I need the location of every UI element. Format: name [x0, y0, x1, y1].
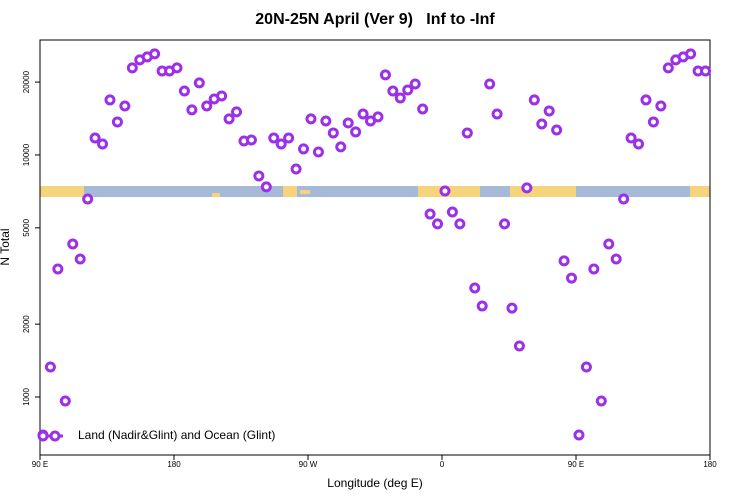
- point: [469, 282, 481, 294]
- point: [662, 62, 674, 74]
- point: [52, 263, 64, 275]
- point: [89, 132, 101, 144]
- point: [260, 181, 272, 193]
- point: [633, 138, 645, 150]
- point: [454, 218, 466, 230]
- point: [149, 48, 161, 60]
- point: [595, 395, 607, 407]
- point: [193, 77, 205, 89]
- point: [104, 94, 116, 106]
- map-strip: [40, 186, 710, 197]
- x-tick-label: 180: [167, 460, 181, 469]
- plot-frame: [39, 39, 711, 456]
- point: [201, 100, 213, 112]
- y-axis-label: N Total: [0, 228, 12, 265]
- point: [379, 69, 391, 81]
- legend-marker: [37, 430, 49, 442]
- point: [216, 90, 228, 102]
- point: [342, 117, 354, 129]
- point: [186, 104, 198, 116]
- point: [700, 65, 712, 77]
- point: [231, 106, 243, 118]
- point: [551, 124, 563, 136]
- y-tick-label: 10000: [22, 143, 31, 166]
- point: [387, 85, 399, 97]
- point: [320, 115, 332, 127]
- legend-marker: [49, 430, 61, 442]
- point: [335, 141, 347, 153]
- point: [409, 78, 421, 90]
- point: [476, 300, 488, 312]
- x-tick-label: 90 W: [299, 460, 318, 469]
- point: [394, 92, 406, 104]
- x-axis-label: Longitude (deg E): [327, 476, 422, 490]
- point: [603, 238, 615, 250]
- point: [625, 132, 637, 144]
- point: [558, 255, 570, 267]
- point: [573, 429, 585, 441]
- point: [268, 132, 280, 144]
- point: [111, 116, 123, 128]
- point: [82, 193, 94, 205]
- point: [432, 218, 444, 230]
- point: [499, 218, 511, 230]
- point: [357, 108, 369, 120]
- point: [536, 118, 548, 130]
- point: [461, 127, 473, 139]
- point: [491, 108, 503, 120]
- point: [327, 127, 339, 139]
- point: [655, 100, 667, 112]
- point: [275, 138, 287, 150]
- y-tick-label: 1000: [22, 388, 31, 406]
- point: [283, 132, 295, 144]
- point: [513, 340, 525, 352]
- point: [245, 134, 257, 146]
- point: [171, 62, 183, 74]
- point: [402, 84, 414, 96]
- point: [439, 185, 451, 197]
- x-tick-label: 90 E: [32, 460, 48, 469]
- point: [640, 94, 652, 106]
- x-tick-label: 90 E: [568, 460, 584, 469]
- point: [74, 253, 86, 265]
- point: [580, 361, 592, 373]
- point: [566, 272, 578, 284]
- point: [223, 113, 235, 125]
- legend-label: Land (Nadir&Glint) and Ocean (Glint): [78, 428, 275, 442]
- chart-title: 20N-25N April (Ver 9) Inf to -Inf: [255, 11, 495, 28]
- point: [97, 138, 109, 150]
- point: [528, 94, 540, 106]
- point: [417, 103, 429, 115]
- point: [685, 48, 697, 60]
- point: [298, 143, 310, 155]
- point: [506, 302, 518, 314]
- point: [647, 116, 659, 128]
- point: [543, 105, 555, 117]
- point: [521, 182, 533, 194]
- point: [610, 253, 622, 265]
- point: [253, 170, 265, 182]
- point: [618, 193, 630, 205]
- x-tick-label: 0: [440, 460, 445, 469]
- point: [588, 263, 600, 275]
- point: [67, 238, 79, 250]
- x-tick-label: 180: [703, 460, 717, 469]
- point: [44, 361, 56, 373]
- point: [312, 146, 324, 158]
- point: [126, 62, 138, 74]
- point: [178, 85, 190, 97]
- point: [350, 126, 362, 138]
- y-tick-label: 20000: [22, 70, 31, 93]
- point: [424, 208, 436, 220]
- point: [446, 206, 458, 218]
- point: [372, 111, 384, 123]
- point: [484, 78, 496, 90]
- y-tick-label: 2000: [22, 315, 31, 333]
- point: [290, 163, 302, 175]
- point: [59, 395, 71, 407]
- y-tick-label: 5000: [22, 218, 31, 236]
- point: [305, 113, 317, 125]
- point: [119, 100, 131, 112]
